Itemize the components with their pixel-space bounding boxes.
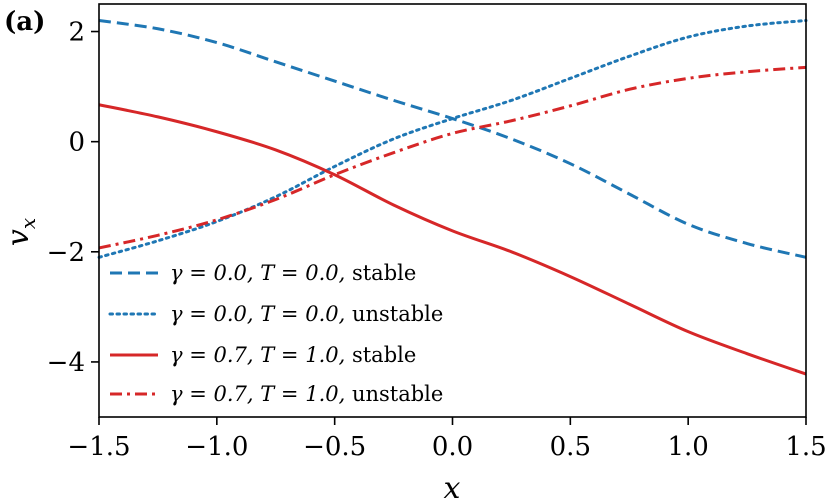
axis-ticks: −1.5 −1.0 −0.5 0.0 0.5 1.0 1.5 −4 −2 0 2: [47, 18, 827, 462]
series-line-2: [97, 19, 808, 259]
legend-label-2: γ = 0.0, T = 0.0, unstable: [170, 302, 443, 326]
y-tick-label: 2: [68, 18, 85, 48]
x-tick-label: −1.0: [185, 432, 248, 462]
x-tick-label: −0.5: [303, 432, 366, 462]
y-tick-label: −2: [47, 238, 85, 268]
series-line-3: [98, 103, 807, 376]
y-axis-label: vx: [1, 218, 40, 246]
legend-label-4: γ = 0.7, T = 1.0, unstable: [170, 382, 443, 406]
series-lines: [97, 19, 808, 376]
legend-label-3: γ = 0.7, T = 1.0, stable: [170, 343, 416, 367]
legend-label-1: γ = 0.0, T = 0.0, stable: [170, 261, 416, 285]
x-tick-label: 0.5: [550, 432, 591, 462]
panel-label: (a): [4, 7, 45, 37]
series-line-4: [98, 65, 807, 250]
legend: γ = 0.0, T = 0.0, stable γ = 0.0, T = 0.0…: [108, 261, 443, 406]
x-tick-label: −1.5: [67, 432, 130, 462]
x-tick-label: 1.5: [785, 432, 826, 462]
y-tick-label: 0: [68, 128, 85, 158]
y-axis-label-subscript: x: [16, 218, 40, 229]
x-tick-label: 0.0: [432, 432, 473, 462]
y-tick-label: −4: [47, 348, 85, 378]
x-axis-label: x: [444, 471, 461, 503]
svg-text:vx: vx: [1, 218, 40, 246]
x-tick-label: 1.0: [667, 432, 708, 462]
y-axis-label-main: v: [1, 229, 36, 246]
